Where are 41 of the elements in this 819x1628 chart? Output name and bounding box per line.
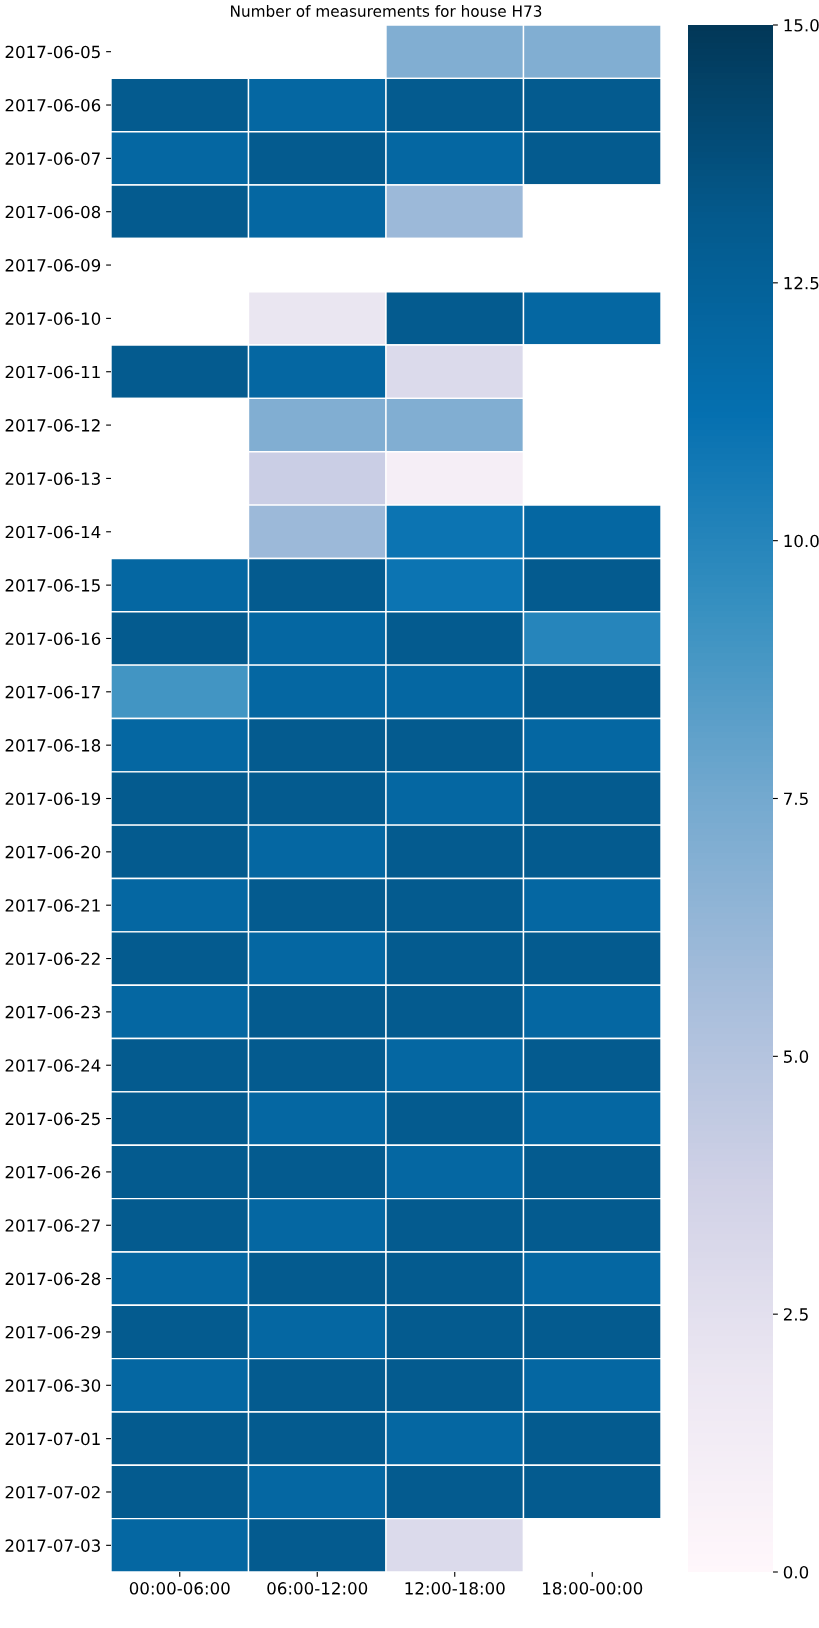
y-tick-label: 2017-06-23 bbox=[5, 1005, 100, 1019]
color-bar-label: 10.0 bbox=[784, 534, 819, 548]
y-tick-label: 2017-06-21 bbox=[5, 899, 100, 912]
y-tick-label: 2017-06-11 bbox=[5, 365, 100, 379]
y-tick-label: 2017-06-29 bbox=[5, 1325, 101, 1339]
y-tick-label: 2017-06-15 bbox=[5, 579, 100, 592]
y-tick-label: 2017-06-14 bbox=[5, 525, 101, 539]
y-tick-label: 2017-06-27 bbox=[5, 1219, 100, 1232]
y-tick-label: 2017-06-07 bbox=[5, 152, 100, 165]
chart-title: Number of measurements for house H73 bbox=[231, 5, 542, 17]
y-tick-label: 2017-06-30 bbox=[5, 1379, 101, 1392]
y-tick-label: 2017-06-18 bbox=[5, 739, 101, 752]
y-tick-label: 2017-06-10 bbox=[5, 312, 101, 325]
y-tick-label: 2017-06-08 bbox=[5, 205, 101, 219]
y-tick-label: 2017-07-01 bbox=[5, 1432, 100, 1446]
y-tick-label: 2017-06-16 bbox=[5, 632, 101, 646]
x-tick-label: 18:00-00:00 bbox=[543, 1582, 643, 1595]
x-tick-label: 06:00-12:00 bbox=[267, 1582, 368, 1595]
y-tick-label: 2017-06-13 bbox=[5, 472, 100, 485]
y-tick-label: 2017-06-28 bbox=[5, 1272, 101, 1286]
y-tick-label: 2017-06-20 bbox=[5, 845, 101, 859]
y-tick-label: 2017-06-12 bbox=[5, 419, 100, 432]
y-tick-label: 2017-06-25 bbox=[5, 1112, 100, 1126]
y-tick-label: 2017-06-22 bbox=[5, 952, 100, 966]
y-tick-label: 2017-07-02 bbox=[5, 1485, 100, 1499]
y-tick-label: 2017-06-24 bbox=[5, 1059, 101, 1072]
y-tick-label: 2017-06-19 bbox=[5, 792, 101, 806]
color-bar-label: 7.5 bbox=[784, 792, 808, 806]
color-bar-label: 5.0 bbox=[784, 1050, 809, 1063]
y-tick-label: 2017-06-09 bbox=[5, 259, 101, 272]
x-tick-label: 12:00-18:00 bbox=[405, 1582, 505, 1595]
y-tick-label: 2017-06-26 bbox=[5, 1165, 101, 1179]
color-bar-label: 15.0 bbox=[784, 18, 819, 32]
y-tick-label: 2017-06-05 bbox=[5, 45, 100, 59]
x-tick-label: 00:00-06:00 bbox=[129, 1582, 230, 1595]
color-bar-label: 0.0 bbox=[783, 1565, 809, 1579]
y-tick-label: 2017-06-17 bbox=[5, 685, 100, 699]
color-bar-label: 2.5 bbox=[783, 1308, 808, 1321]
y-tick-label: 2017-06-06 bbox=[5, 98, 101, 112]
y-tick-label: 2017-07-03 bbox=[5, 1539, 100, 1552]
color-bar-label: 12.5 bbox=[784, 276, 819, 290]
